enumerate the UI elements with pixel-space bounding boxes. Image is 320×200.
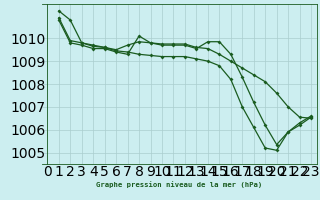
X-axis label: Graphe pression niveau de la mer (hPa): Graphe pression niveau de la mer (hPa) bbox=[96, 181, 262, 188]
